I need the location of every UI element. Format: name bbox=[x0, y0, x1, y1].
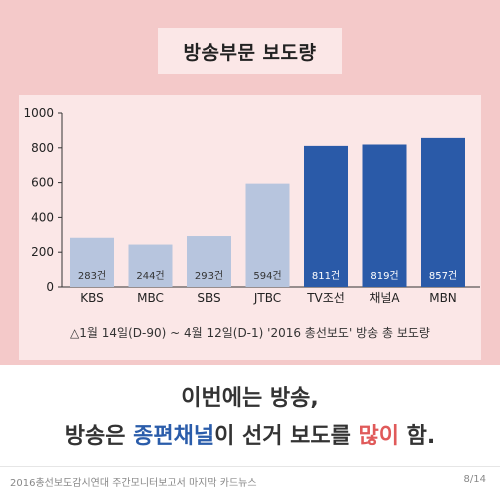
y-tick-label: 400 bbox=[31, 210, 54, 224]
footer-divider bbox=[0, 466, 500, 467]
y-tick-label: 1000 bbox=[23, 106, 54, 120]
bar-value-label: 857건 bbox=[429, 270, 457, 282]
message-text: 이 선거 보도를 bbox=[214, 424, 359, 449]
bar-value-label: 811건 bbox=[312, 270, 340, 282]
x-tick-label: MBN bbox=[429, 291, 457, 305]
y-tick-label: 200 bbox=[31, 245, 54, 259]
message-line-1: 이번에는 방송, bbox=[181, 386, 319, 411]
y-tick-label: 0 bbox=[46, 280, 54, 294]
bar bbox=[304, 145, 348, 287]
message-text: 함. bbox=[399, 424, 436, 449]
message-text: 방송은 bbox=[64, 424, 134, 449]
bar bbox=[70, 237, 114, 287]
page-title: 방송부문 보도량 bbox=[158, 28, 342, 74]
message-highlight-cable: 종편채널 bbox=[133, 424, 215, 449]
x-tick-label: 채널A bbox=[369, 291, 400, 305]
bar-value-label: 283건 bbox=[78, 270, 106, 282]
x-tick-label: JTBC bbox=[253, 291, 281, 305]
bar bbox=[187, 236, 231, 287]
x-tick-label: KBS bbox=[80, 291, 104, 305]
bar bbox=[245, 183, 290, 287]
x-tick-label: SBS bbox=[197, 291, 220, 305]
bar-value-label: 819건 bbox=[370, 270, 398, 282]
x-tick-label: TV조선 bbox=[306, 291, 345, 305]
footer-source: 2016총선보도감시연대 주간모니터보고서 마지막 카드뉴스 bbox=[10, 478, 257, 489]
bar-value-label: 293건 bbox=[195, 270, 223, 282]
bar bbox=[128, 244, 173, 287]
y-tick-label: 600 bbox=[31, 176, 54, 190]
bar-value-label: 594건 bbox=[253, 270, 281, 282]
bar bbox=[421, 137, 465, 287]
chart-note: △1월 14일(D-90) ~ 4월 12일(D-1) '2016 총선보도' … bbox=[70, 326, 430, 340]
message-highlight-more: 많이 bbox=[358, 424, 399, 449]
page-indicator: 8/14 bbox=[463, 474, 486, 485]
bar-value-label: 244건 bbox=[136, 270, 164, 282]
message-line-2: 방송은 종편채널이 선거 보도를 많이 함. bbox=[0, 418, 500, 450]
bar bbox=[362, 144, 407, 287]
bottom-panel bbox=[0, 365, 500, 500]
x-tick-label: MBC bbox=[137, 291, 164, 305]
y-tick-label: 800 bbox=[31, 141, 54, 155]
bar-chart: 0 200 400 600 800 1000 283건 KBS 244건 MBC 293건 SBS 59… bbox=[23, 106, 480, 305]
